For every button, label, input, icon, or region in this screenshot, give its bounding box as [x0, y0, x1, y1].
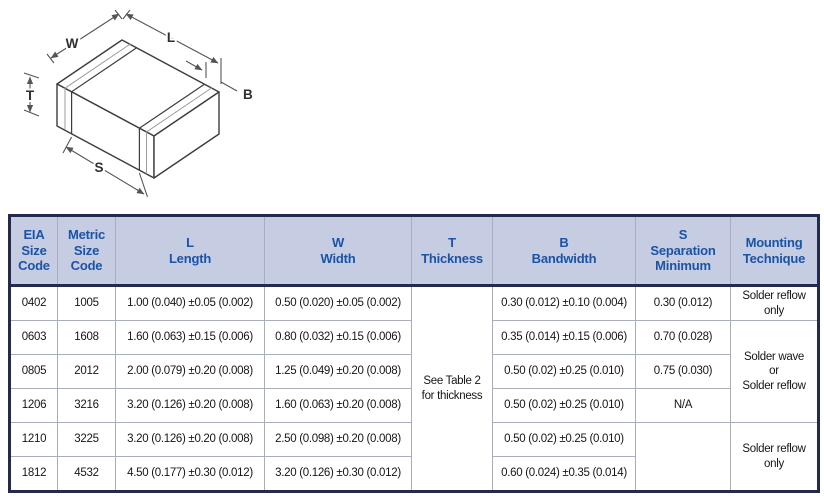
header-row: EIA Size Code Metric Size Code L Length …	[9, 215, 819, 287]
cell-metric: 1608	[57, 320, 116, 355]
cell-mounting: Solder wave or Solder reflow	[730, 320, 819, 423]
cell-length: 3.20 (0.126) ±0.20 (0.008)	[115, 422, 265, 457]
cell-width: 0.50 (0.020) ±0.05 (0.002)	[264, 285, 412, 321]
cell-separation	[635, 422, 731, 492]
table-row: 1210 3225 3.20 (0.126) ±0.20 (0.008) 2.5…	[9, 422, 819, 492]
cell-eia: 1812	[9, 456, 58, 492]
cell-width: 2.50 (0.098) ±0.20 (0.008)	[264, 422, 412, 457]
cell-separation: 0.70 (0.028)	[635, 320, 731, 355]
cell-separation: 0.75 (0.030)	[635, 354, 731, 389]
cell-width: 1.25 (0.049) ±0.20 (0.008)	[264, 354, 412, 389]
dim-s	[62, 136, 149, 198]
col-header-thickness: T Thickness	[411, 215, 493, 287]
cell-bandwidth: 0.35 (0.014) ±0.15 (0.006)	[492, 320, 636, 355]
cell-eia: 1206	[9, 388, 58, 423]
dimension-label-w: W	[66, 36, 79, 51]
cell-length: 3.20 (0.126) ±0.20 (0.008)	[115, 388, 265, 423]
cell-bandwidth: 0.50 (0.02) ±0.25 (0.010)	[492, 388, 636, 423]
cell-length: 1.00 (0.040) ±0.05 (0.002)	[115, 285, 265, 321]
cell-mounting: Solder reflow only	[730, 422, 819, 492]
cell-metric: 2012	[57, 354, 116, 389]
cell-bandwidth: 0.50 (0.02) ±0.25 (0.010)	[492, 354, 636, 389]
col-header-mounting: Mounting Technique	[730, 215, 819, 287]
col-header-eia-size-code: EIA Size Code	[9, 215, 58, 287]
cell-metric: 4532	[57, 456, 116, 492]
dim-t	[23, 72, 40, 117]
table-row: 0402 1005 1.00 (0.040) ±0.05 (0.002) 0.5…	[9, 285, 819, 492]
col-header-length: L Length	[115, 215, 265, 287]
cell-bandwidth: 0.60 (0.024) ±0.35 (0.014)	[492, 456, 636, 492]
table-row: 0603 1608 1.60 (0.063) ±0.15 (0.006) 0.8…	[9, 320, 819, 423]
cell-bandwidth: 0.50 (0.02) ±0.25 (0.010)	[492, 422, 636, 457]
cell-width: 3.20 (0.126) ±0.30 (0.012)	[264, 456, 412, 492]
capacitor-dimension-diagram: W L B T S	[23, 9, 255, 198]
dim-w	[46, 9, 123, 64]
col-header-separation: S Separation Minimum	[635, 215, 731, 287]
dimension-label-s: S	[94, 160, 103, 175]
capacitor-body	[56, 39, 220, 179]
dimension-label-t: T	[26, 88, 35, 103]
cell-metric: 1005	[57, 285, 116, 321]
cell-length: 4.50 (0.177) ±0.30 (0.012)	[115, 456, 265, 492]
dim-l	[122, 9, 222, 84]
cell-length: 1.60 (0.063) ±0.15 (0.006)	[115, 320, 265, 355]
table-row: 0805 2012 2.00 (0.079) ±0.20 (0.008) 1.2…	[9, 354, 819, 389]
cell-thickness-note: See Table 2 for thickness	[411, 285, 493, 492]
cell-separation: 0.30 (0.012)	[635, 285, 731, 321]
cell-bandwidth: 0.30 (0.012) ±0.10 (0.004)	[492, 285, 636, 321]
cell-separation: N/A	[635, 388, 731, 423]
table-row: 1812 4532 4.50 (0.177) ±0.30 (0.012) 3.2…	[9, 456, 819, 492]
cell-mounting: Solder reflow only	[730, 285, 819, 321]
cell-width: 1.60 (0.063) ±0.20 (0.008)	[264, 388, 412, 423]
cell-width: 0.80 (0.032) ±0.15 (0.006)	[264, 320, 412, 355]
col-header-bandwidth: B Bandwidth	[492, 215, 636, 287]
cell-metric: 3225	[57, 422, 116, 457]
termination-shading	[64, 43, 212, 174]
col-header-metric-size-code: Metric Size Code	[57, 215, 116, 287]
package-dimensions-table: EIA Size Code Metric Size Code L Length …	[8, 214, 820, 493]
cell-eia: 0603	[9, 320, 58, 355]
cell-eia: 1210	[9, 422, 58, 457]
dim-b	[185, 60, 238, 92]
cell-length: 2.00 (0.079) ±0.20 (0.008)	[115, 354, 265, 389]
col-header-width: W Width	[264, 215, 412, 287]
cell-metric: 3216	[57, 388, 116, 423]
dimension-label-b: B	[243, 87, 253, 102]
cell-eia: 0402	[9, 285, 58, 321]
cell-eia: 0805	[9, 354, 58, 389]
dimension-label-l: L	[167, 30, 175, 45]
